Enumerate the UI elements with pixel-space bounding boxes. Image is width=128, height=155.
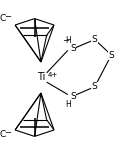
Text: S: S [92, 82, 98, 91]
Text: H: H [65, 100, 71, 109]
Text: −: − [4, 128, 11, 137]
Text: −: − [4, 13, 11, 22]
Text: Ti: Ti [37, 73, 45, 82]
Text: S: S [70, 44, 76, 53]
Text: C: C [0, 14, 6, 23]
Text: S: S [92, 35, 98, 44]
Text: S: S [70, 92, 76, 101]
Text: C: C [0, 130, 6, 139]
Text: H: H [65, 36, 71, 45]
Text: 4+: 4+ [47, 72, 58, 78]
Text: −: − [62, 37, 69, 46]
Text: S: S [109, 51, 114, 60]
